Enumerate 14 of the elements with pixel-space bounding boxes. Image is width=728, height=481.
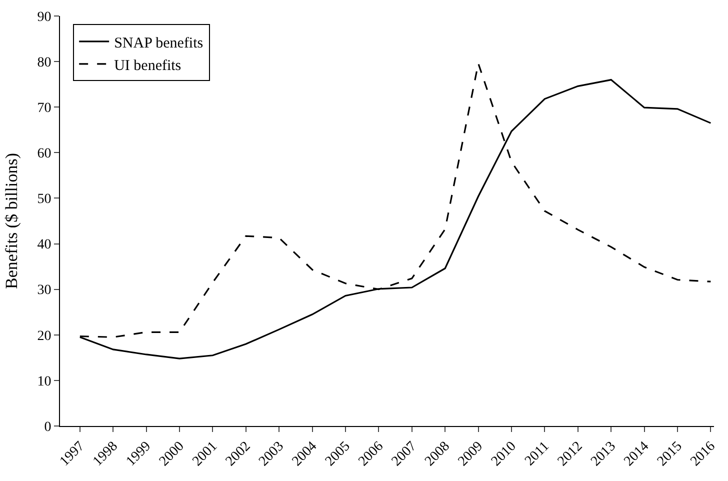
y-tick-label: 70 — [37, 101, 52, 116]
y-tick-label: 0 — [44, 420, 52, 435]
x-tick-label: 1999 — [124, 438, 154, 470]
y-tick-label: 30 — [37, 283, 52, 298]
y-tick-label: 40 — [37, 238, 52, 253]
y-tick-label: 60 — [37, 146, 52, 162]
y-axis-title: Benefits ($ billions) — [2, 153, 21, 289]
y-tick-label: 80 — [37, 55, 52, 70]
y-tick-label: 20 — [37, 328, 52, 344]
y-tick-label: 50 — [37, 192, 52, 208]
legend-label: SNAP benefits — [114, 35, 204, 52]
legend-label: UI benefits — [114, 58, 182, 74]
y-tick-label: 90 — [37, 10, 52, 25]
y-tick-label: 10 — [37, 374, 52, 390]
